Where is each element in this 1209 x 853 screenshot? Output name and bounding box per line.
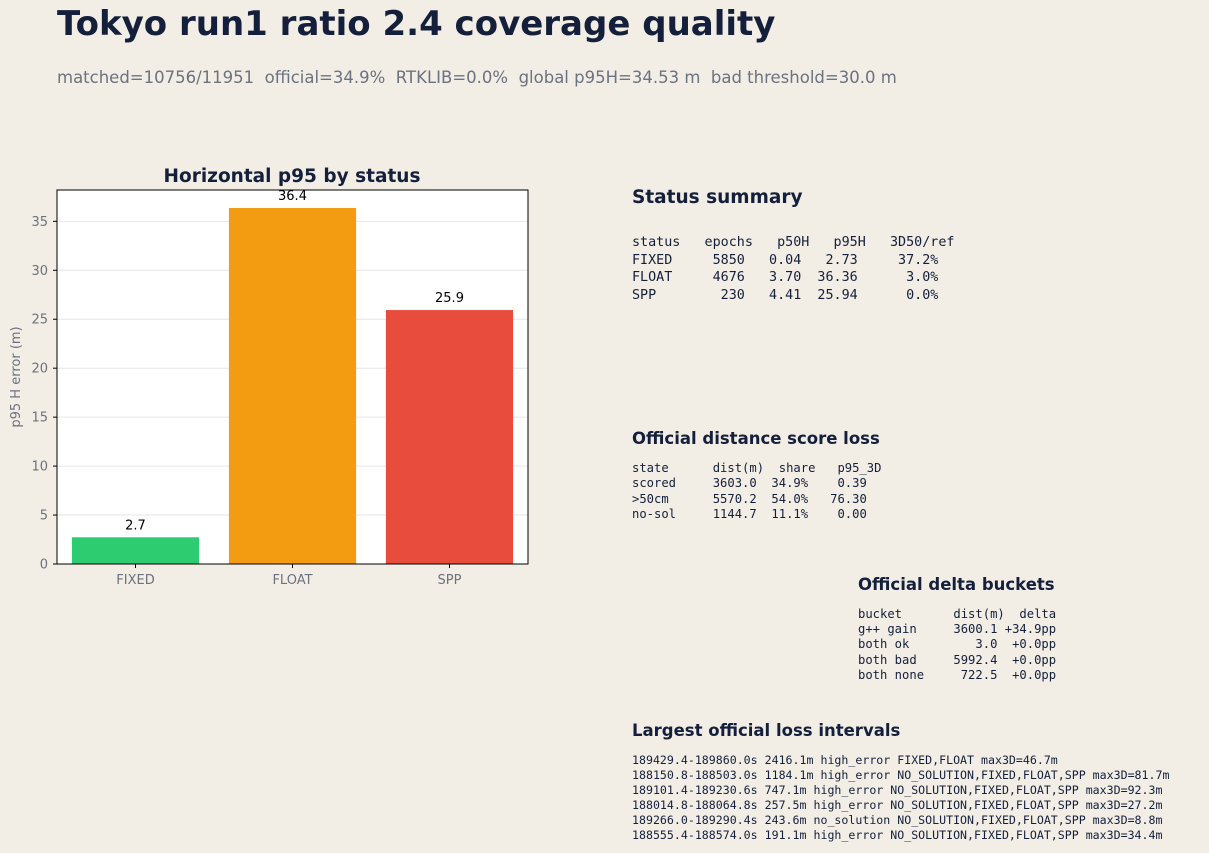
y-tick-label: 10 xyxy=(31,460,48,475)
bar-value-label: 25.9 xyxy=(435,291,464,306)
y-tick-label: 20 xyxy=(31,362,48,377)
status-table-row-spp: SPP 230 4.41 25.94 0.0% xyxy=(632,287,939,303)
delta-buckets-title: Official delta buckets xyxy=(858,575,1055,594)
loss-intervals-list: 189429.4-189860.0s 2416.1m high_error FI… xyxy=(632,753,1169,843)
page-title: Tokyo run1 ratio 2.4 coverage quality xyxy=(57,4,776,44)
loss-interval-item: 188150.8-188503.0s 1184.1m high_error NO… xyxy=(632,768,1170,782)
delta-table-header: bucket dist(m) delta xyxy=(858,607,1057,621)
delta-table-row: both bad 5992.4 +0.0pp xyxy=(858,652,1057,667)
loss-table-row-scored: scored 3603.0 34.9% 0.39 xyxy=(632,476,867,491)
loss-interval-item: 188014.8-188064.8s 257.5m high_error NO_… xyxy=(632,798,1163,812)
bar-float xyxy=(228,208,357,565)
bars: 2.7 36.4 25.9 xyxy=(71,189,514,565)
loss-table-header: state dist(m) share p95_3D xyxy=(632,461,882,475)
p95-bar-chart: Horizontal p95 by status 2.7 36.4 25.9 0 5 1… xyxy=(9,166,529,588)
x-tick-label: FLOAT xyxy=(272,573,312,588)
loss-interval-item: 189429.4-189860.0s 2416.1m high_error FI… xyxy=(632,753,1058,767)
loss-table-row-over50cm: >50cm 5570.2 54.0% 76.30 xyxy=(632,491,867,506)
loss-interval-item: 189266.0-189290.4s 243.6m no_solution NO… xyxy=(632,813,1163,827)
delta-buckets-table: bucket dist(m) delta g++ gain 3600.1 +34.… xyxy=(858,607,1056,683)
y-axis-label: p95 H error (m) xyxy=(9,326,24,427)
y-tick-label: 0 xyxy=(40,558,48,573)
y-tick-label: 5 xyxy=(40,509,48,524)
page-subtitle: matched=10756/11951 official=34.9% RTKLI… xyxy=(57,68,897,87)
official-loss-title: Official distance score loss xyxy=(632,429,880,448)
x-tick-label: SPP xyxy=(438,573,462,588)
loss-interval-item: 189101.4-189230.6s 747.1m high_error NO_… xyxy=(632,783,1163,797)
y-tick-label: 35 xyxy=(31,215,48,230)
bar-spp xyxy=(385,310,514,564)
bar-fixed xyxy=(71,537,200,564)
x-tick-label: FIXED xyxy=(116,573,154,588)
bar-value-label: 36.4 xyxy=(278,189,307,204)
chart-title: Horizontal p95 by status xyxy=(164,166,421,187)
y-tick-label: 15 xyxy=(31,411,48,426)
official-loss-table: state dist(m) share p95_3D scored 3603.0 … xyxy=(632,461,881,522)
status-summary-title: Status summary xyxy=(632,187,803,208)
status-table-header: status epochs p50H p95H 3D50/ref xyxy=(632,235,955,250)
delta-table-row: both none 722.5 +0.0pp xyxy=(858,667,1057,682)
status-table-row-float: FLOAT 4676 3.70 36.36 3.0% xyxy=(632,270,939,285)
axis-ticks: 0 5 10 15 20 25 30 35 FIXED FLOAT SPP xyxy=(31,215,461,588)
loss-intervals-title: Largest official loss intervals xyxy=(632,721,901,740)
y-tick-label: 25 xyxy=(31,313,48,328)
loss-table-row-nosol: no-sol 1144.7 11.1% 0.00 xyxy=(632,506,867,521)
delta-table-row: g++ gain 3600.1 +34.9pp xyxy=(858,622,1057,637)
status-summary-table: status epochs p50H p95H 3D50/ref FIXED 58… xyxy=(632,234,954,304)
y-tick-label: 30 xyxy=(31,264,48,279)
loss-interval-item: 188555.4-188574.0s 191.1m high_error NO_… xyxy=(632,828,1163,842)
delta-table-row: both ok 3.0 +0.0pp xyxy=(858,637,1057,652)
bar-value-label: 2.7 xyxy=(125,518,146,533)
status-table-row-fixed: FIXED 5850 0.04 2.73 37.2% xyxy=(632,252,939,268)
